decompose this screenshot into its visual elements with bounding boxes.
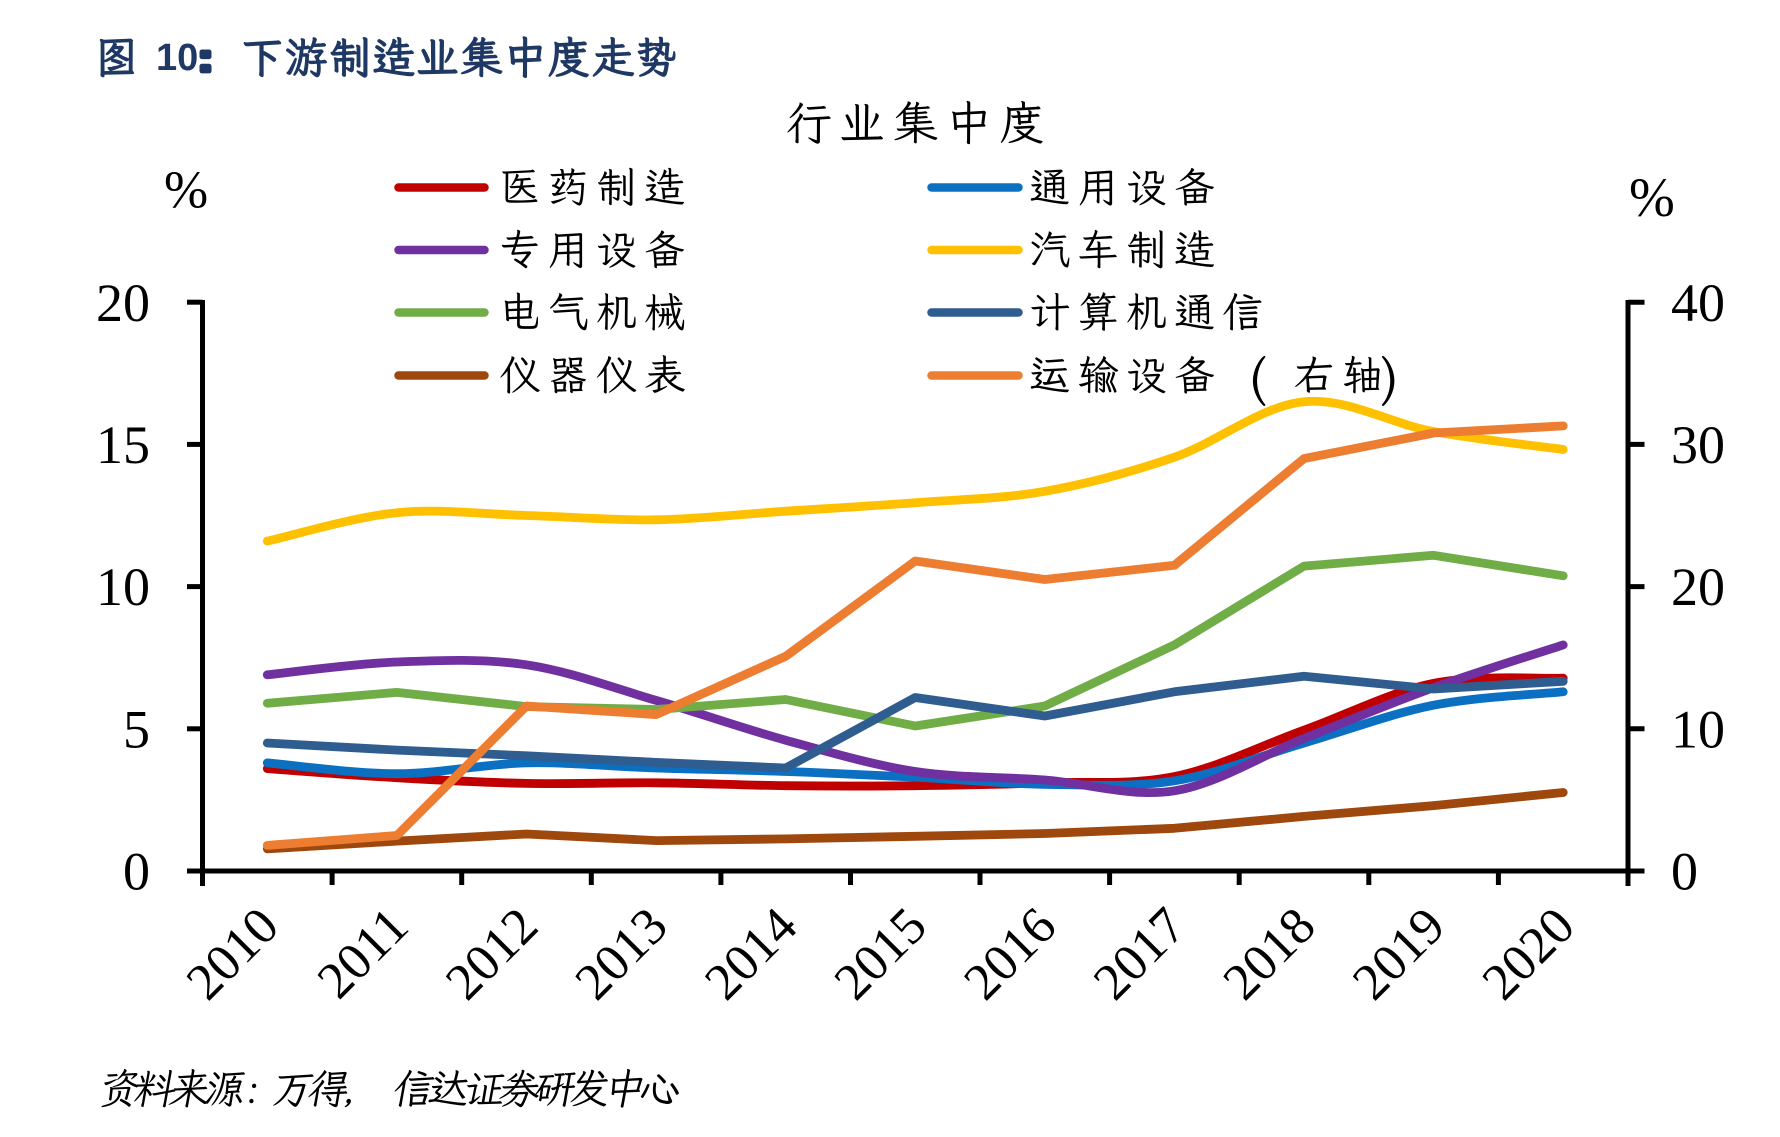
svg-text:%: % bbox=[164, 162, 208, 220]
svg-text:40: 40 bbox=[1671, 273, 1725, 333]
svg-text:10: 10 bbox=[156, 37, 198, 79]
svg-text:20: 20 bbox=[1671, 557, 1725, 617]
svg-text:10: 10 bbox=[96, 557, 150, 617]
svg-text:20: 20 bbox=[96, 273, 150, 333]
svg-text:0: 0 bbox=[1671, 842, 1698, 902]
svg-text:5: 5 bbox=[123, 699, 150, 759]
svg-text:10: 10 bbox=[1671, 699, 1725, 759]
svg-text:0: 0 bbox=[123, 842, 150, 902]
svg-text:15: 15 bbox=[96, 415, 150, 475]
svg-text:%: % bbox=[1629, 167, 1675, 228]
svg-text:30: 30 bbox=[1671, 415, 1725, 475]
